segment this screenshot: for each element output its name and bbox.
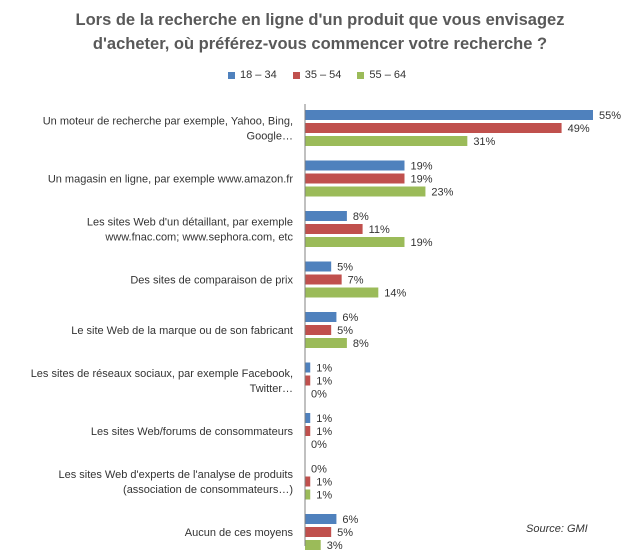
- chart-title-line-1: Lors de la recherche en ligne d'un produ…: [75, 11, 565, 29]
- bar-6-0: [305, 413, 311, 423]
- legend-label-18-34: 18 – 34: [240, 69, 277, 81]
- legend-label-55-64: 55 – 64: [369, 69, 407, 81]
- value-label-7-1: 1%: [316, 477, 332, 489]
- value-label-3-0: 5%: [337, 262, 353, 274]
- bar-5-0: [305, 362, 311, 373]
- value-label-8-2: 3%: [327, 540, 343, 552]
- bar-1-0: [305, 160, 405, 171]
- category-label-0-1: Google…: [247, 131, 293, 143]
- value-label-8-1: 5%: [337, 527, 353, 539]
- value-label-5-2: 0%: [311, 389, 327, 401]
- value-label-4-0: 6%: [342, 312, 358, 324]
- bar-4-0: [305, 312, 337, 322]
- category-label-3-0: Des sites de comparaison de prix: [130, 275, 293, 287]
- value-label-5-1: 1%: [316, 376, 332, 388]
- chart-title: Lors de la recherche en ligne d'un produ…: [40, 8, 600, 56]
- value-label-4-2: 8%: [353, 338, 369, 350]
- value-label-2-1: 11%: [369, 224, 390, 236]
- category-label-1-0: Un magasin en ligne, par exemple www.ama…: [48, 174, 294, 186]
- bar-5-1: [305, 375, 311, 386]
- value-label-7-0: 0%: [311, 464, 327, 476]
- value-label-6-2: 0%: [311, 439, 327, 451]
- value-label-7-2: 1%: [316, 490, 332, 502]
- value-label-1-0: 19%: [410, 161, 432, 173]
- bar-4-2: [305, 338, 347, 348]
- value-label-0-2: 31%: [473, 136, 495, 148]
- bar-8-0: [305, 514, 337, 524]
- legend-item-18-34: 18 – 34: [228, 69, 277, 81]
- value-label-3-1: 7%: [348, 275, 364, 287]
- value-label-6-1: 1%: [316, 426, 332, 438]
- bar-1-1: [305, 173, 405, 184]
- category-label-8-0: Aucun de ces moyens: [185, 527, 294, 539]
- bar-2-1: [305, 224, 363, 234]
- legend-swatch-35-54: [292, 71, 300, 79]
- category-label-2-1: www.fnac.com; www.sephora.com, etc: [104, 232, 293, 244]
- category-label-5-1: Twitter…: [250, 383, 293, 395]
- bar-8-2: [305, 540, 321, 550]
- value-label-8-0: 6%: [342, 514, 358, 526]
- bar-3-2: [305, 287, 379, 298]
- value-label-0-1: 49%: [568, 123, 590, 135]
- bar-3-0: [305, 261, 332, 272]
- bar-0-2: [305, 136, 468, 146]
- bar-7-2: [305, 489, 311, 500]
- value-label-1-2: 23%: [431, 187, 453, 199]
- legend-swatch-55-64: [357, 71, 365, 79]
- bar-7-1: [305, 476, 311, 487]
- bar-8-1: [305, 527, 332, 537]
- bar-1-2: [305, 186, 426, 197]
- category-label-4-0: Le site Web de la marque ou de son fabri…: [71, 325, 293, 337]
- value-label-2-0: 8%: [353, 211, 369, 223]
- value-label-5-0: 1%: [316, 363, 332, 375]
- bar-2-2: [305, 237, 405, 247]
- value-label-0-0: 55%: [599, 110, 621, 122]
- category-label-0-0: Un moteur de recherche par exemple, Yaho…: [43, 116, 293, 128]
- bar-0-1: [305, 123, 562, 133]
- value-label-2-2: 19%: [410, 237, 432, 249]
- legend-item-55-64: 55 – 64: [357, 69, 406, 81]
- category-label-7-0: Les sites Web d'experts de l'analyse de …: [58, 469, 293, 481]
- bar-4-1: [305, 325, 332, 335]
- category-label-2-0: Les sites Web d'un détaillant, par exemp…: [87, 217, 293, 229]
- bar-3-1: [305, 274, 342, 285]
- value-label-4-1: 5%: [337, 325, 353, 337]
- bar-2-0: [305, 211, 347, 221]
- source-note: Source: GMI: [526, 523, 588, 535]
- bar-0-0: [305, 110, 593, 120]
- value-label-1-1: 19%: [410, 174, 432, 186]
- bar-6-1: [305, 426, 311, 436]
- chart-title-line-2: d'acheter, où préférez-vous commencer vo…: [92, 35, 548, 53]
- legend-swatch-18-34: [228, 71, 235, 79]
- value-label-3-2: 14%: [384, 288, 406, 300]
- category-label-7-1: (association de consommateurs…): [123, 484, 293, 496]
- legend: 18 – 34 35 – 54 55 – 64: [228, 69, 422, 81]
- legend-item-35-54: 35 – 54: [292, 69, 342, 81]
- category-label-6-0: Les sites Web/forums de consommateurs: [91, 426, 294, 438]
- category-label-5-0: Les sites de réseaux sociaux, par exempl…: [31, 368, 293, 380]
- legend-label-35-54: 35 – 54: [304, 69, 342, 81]
- value-label-6-0: 1%: [316, 413, 332, 425]
